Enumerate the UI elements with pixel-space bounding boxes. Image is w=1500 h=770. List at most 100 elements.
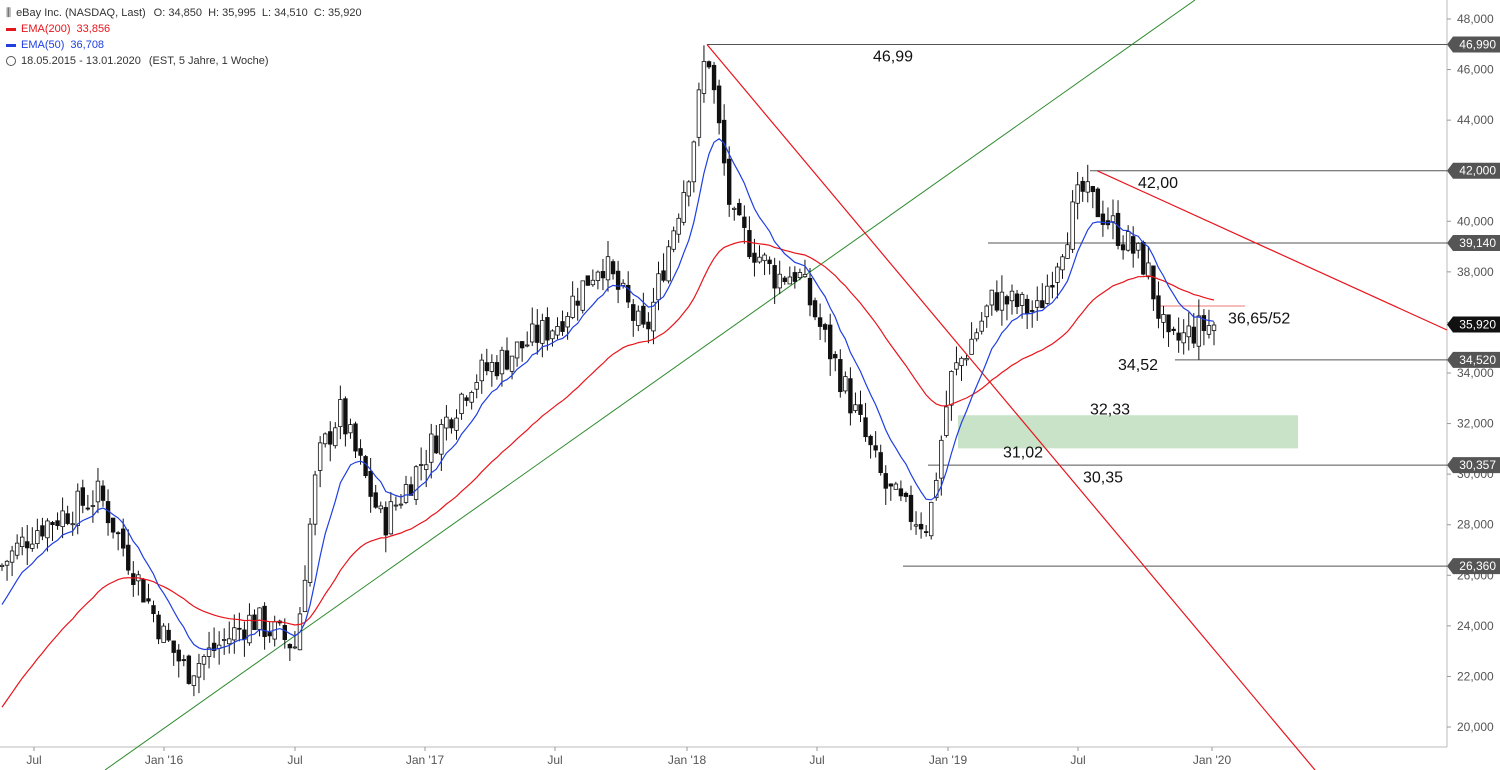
ema200-swatch <box>6 27 16 31</box>
candles-group <box>0 45 1217 697</box>
candle <box>328 431 333 445</box>
candle <box>848 378 853 414</box>
candle <box>525 344 530 347</box>
candle <box>317 442 323 471</box>
candle <box>191 675 197 686</box>
candle <box>1045 285 1050 304</box>
candle <box>737 203 742 216</box>
date-range: 18.05.2015 - 13.01.2020 <box>21 55 141 67</box>
x-tick-label: Jan '19 <box>929 753 968 767</box>
candle <box>201 656 207 665</box>
candle <box>302 579 308 612</box>
candle <box>1090 186 1095 193</box>
candle <box>1024 298 1030 315</box>
legend-instrument-row: ⫼ eBay Inc. (NASDAQ, Last) O: 34,850 H: … <box>6 5 362 21</box>
candle <box>479 359 484 382</box>
candle <box>1211 324 1217 331</box>
y-tick-label: 44,000 <box>1457 113 1494 127</box>
candle <box>777 273 782 289</box>
price-tag-label: 39,140 <box>1459 236 1496 250</box>
x-tick-label: Jul <box>287 753 302 767</box>
price-tag-label: 46,990 <box>1459 38 1496 52</box>
candle <box>474 382 479 390</box>
candle <box>807 277 813 306</box>
candle <box>434 435 439 454</box>
candle <box>247 614 252 644</box>
candle <box>509 355 515 372</box>
candle <box>651 301 656 332</box>
candle <box>1156 295 1161 319</box>
candle <box>1176 332 1181 341</box>
legend-ema50-row[interactable]: EMA(50) 36,708 <box>6 37 362 53</box>
candle <box>151 605 156 615</box>
candle <box>378 505 383 510</box>
candle <box>822 324 828 330</box>
price-tag-box <box>1447 162 1500 179</box>
uptrend-line <box>104 0 1196 770</box>
candle <box>676 217 681 235</box>
candle <box>727 158 732 205</box>
candle <box>1080 180 1085 192</box>
candle <box>742 216 747 228</box>
candle <box>1055 266 1060 283</box>
candle <box>590 279 596 286</box>
candle <box>1161 314 1166 323</box>
x-tick-label: Jul <box>1070 753 1085 767</box>
candle <box>65 513 70 524</box>
x-tick-label: Jan '20 <box>1193 753 1232 767</box>
candle <box>762 254 767 262</box>
candle <box>393 504 399 507</box>
candle <box>858 404 863 415</box>
candle <box>287 643 293 649</box>
candle <box>292 646 298 649</box>
y-tick-label: 28,000 <box>1457 518 1494 532</box>
candle <box>868 435 873 446</box>
candle <box>969 338 974 355</box>
candle <box>838 359 843 393</box>
price-tag: 30,357 <box>1447 457 1500 474</box>
candle <box>782 277 787 283</box>
candle <box>95 480 101 503</box>
x-tick-label: Jan '18 <box>668 753 707 767</box>
candle <box>459 393 464 414</box>
candle <box>282 625 287 640</box>
candle <box>1141 241 1146 275</box>
candle <box>908 494 914 522</box>
candle <box>732 207 737 210</box>
candle <box>449 419 454 429</box>
price-tag-box <box>1447 457 1500 474</box>
candle <box>954 362 959 370</box>
candle <box>540 320 545 344</box>
candle <box>1050 285 1055 288</box>
candle <box>903 492 909 497</box>
legend-ema200-row[interactable]: EMA(200) 33,856 <box>6 21 362 37</box>
candle <box>681 192 686 223</box>
candle <box>90 505 96 507</box>
candle <box>121 528 126 549</box>
price-tag: 35,920 <box>1447 316 1500 333</box>
candle <box>413 466 419 500</box>
candle <box>646 321 651 330</box>
price-tag: 39,140 <box>1447 235 1500 252</box>
candle <box>686 181 691 197</box>
candle <box>232 627 237 641</box>
candle <box>994 292 1000 311</box>
price-tag-label: 30,357 <box>1459 458 1496 472</box>
range-info: (EST, 5 Jahre, 1 Woche) <box>148 55 269 67</box>
clock-icon <box>6 56 16 66</box>
candle <box>1095 188 1101 218</box>
candle <box>1125 231 1131 251</box>
candle <box>14 542 20 556</box>
candle <box>1110 215 1116 223</box>
instrument-name: eBay Inc. (NASDAQ, Last) <box>16 7 146 19</box>
candle <box>312 474 318 525</box>
y-tick-label: 38,000 <box>1457 265 1494 279</box>
annotation-label: 34,52 <box>1118 357 1158 374</box>
candle <box>40 525 45 537</box>
price-tag-label: 34,520 <box>1459 353 1496 367</box>
candle <box>444 416 449 429</box>
candle <box>221 639 227 641</box>
candle <box>934 479 939 499</box>
y-tick-label: 40,000 <box>1457 214 1494 228</box>
